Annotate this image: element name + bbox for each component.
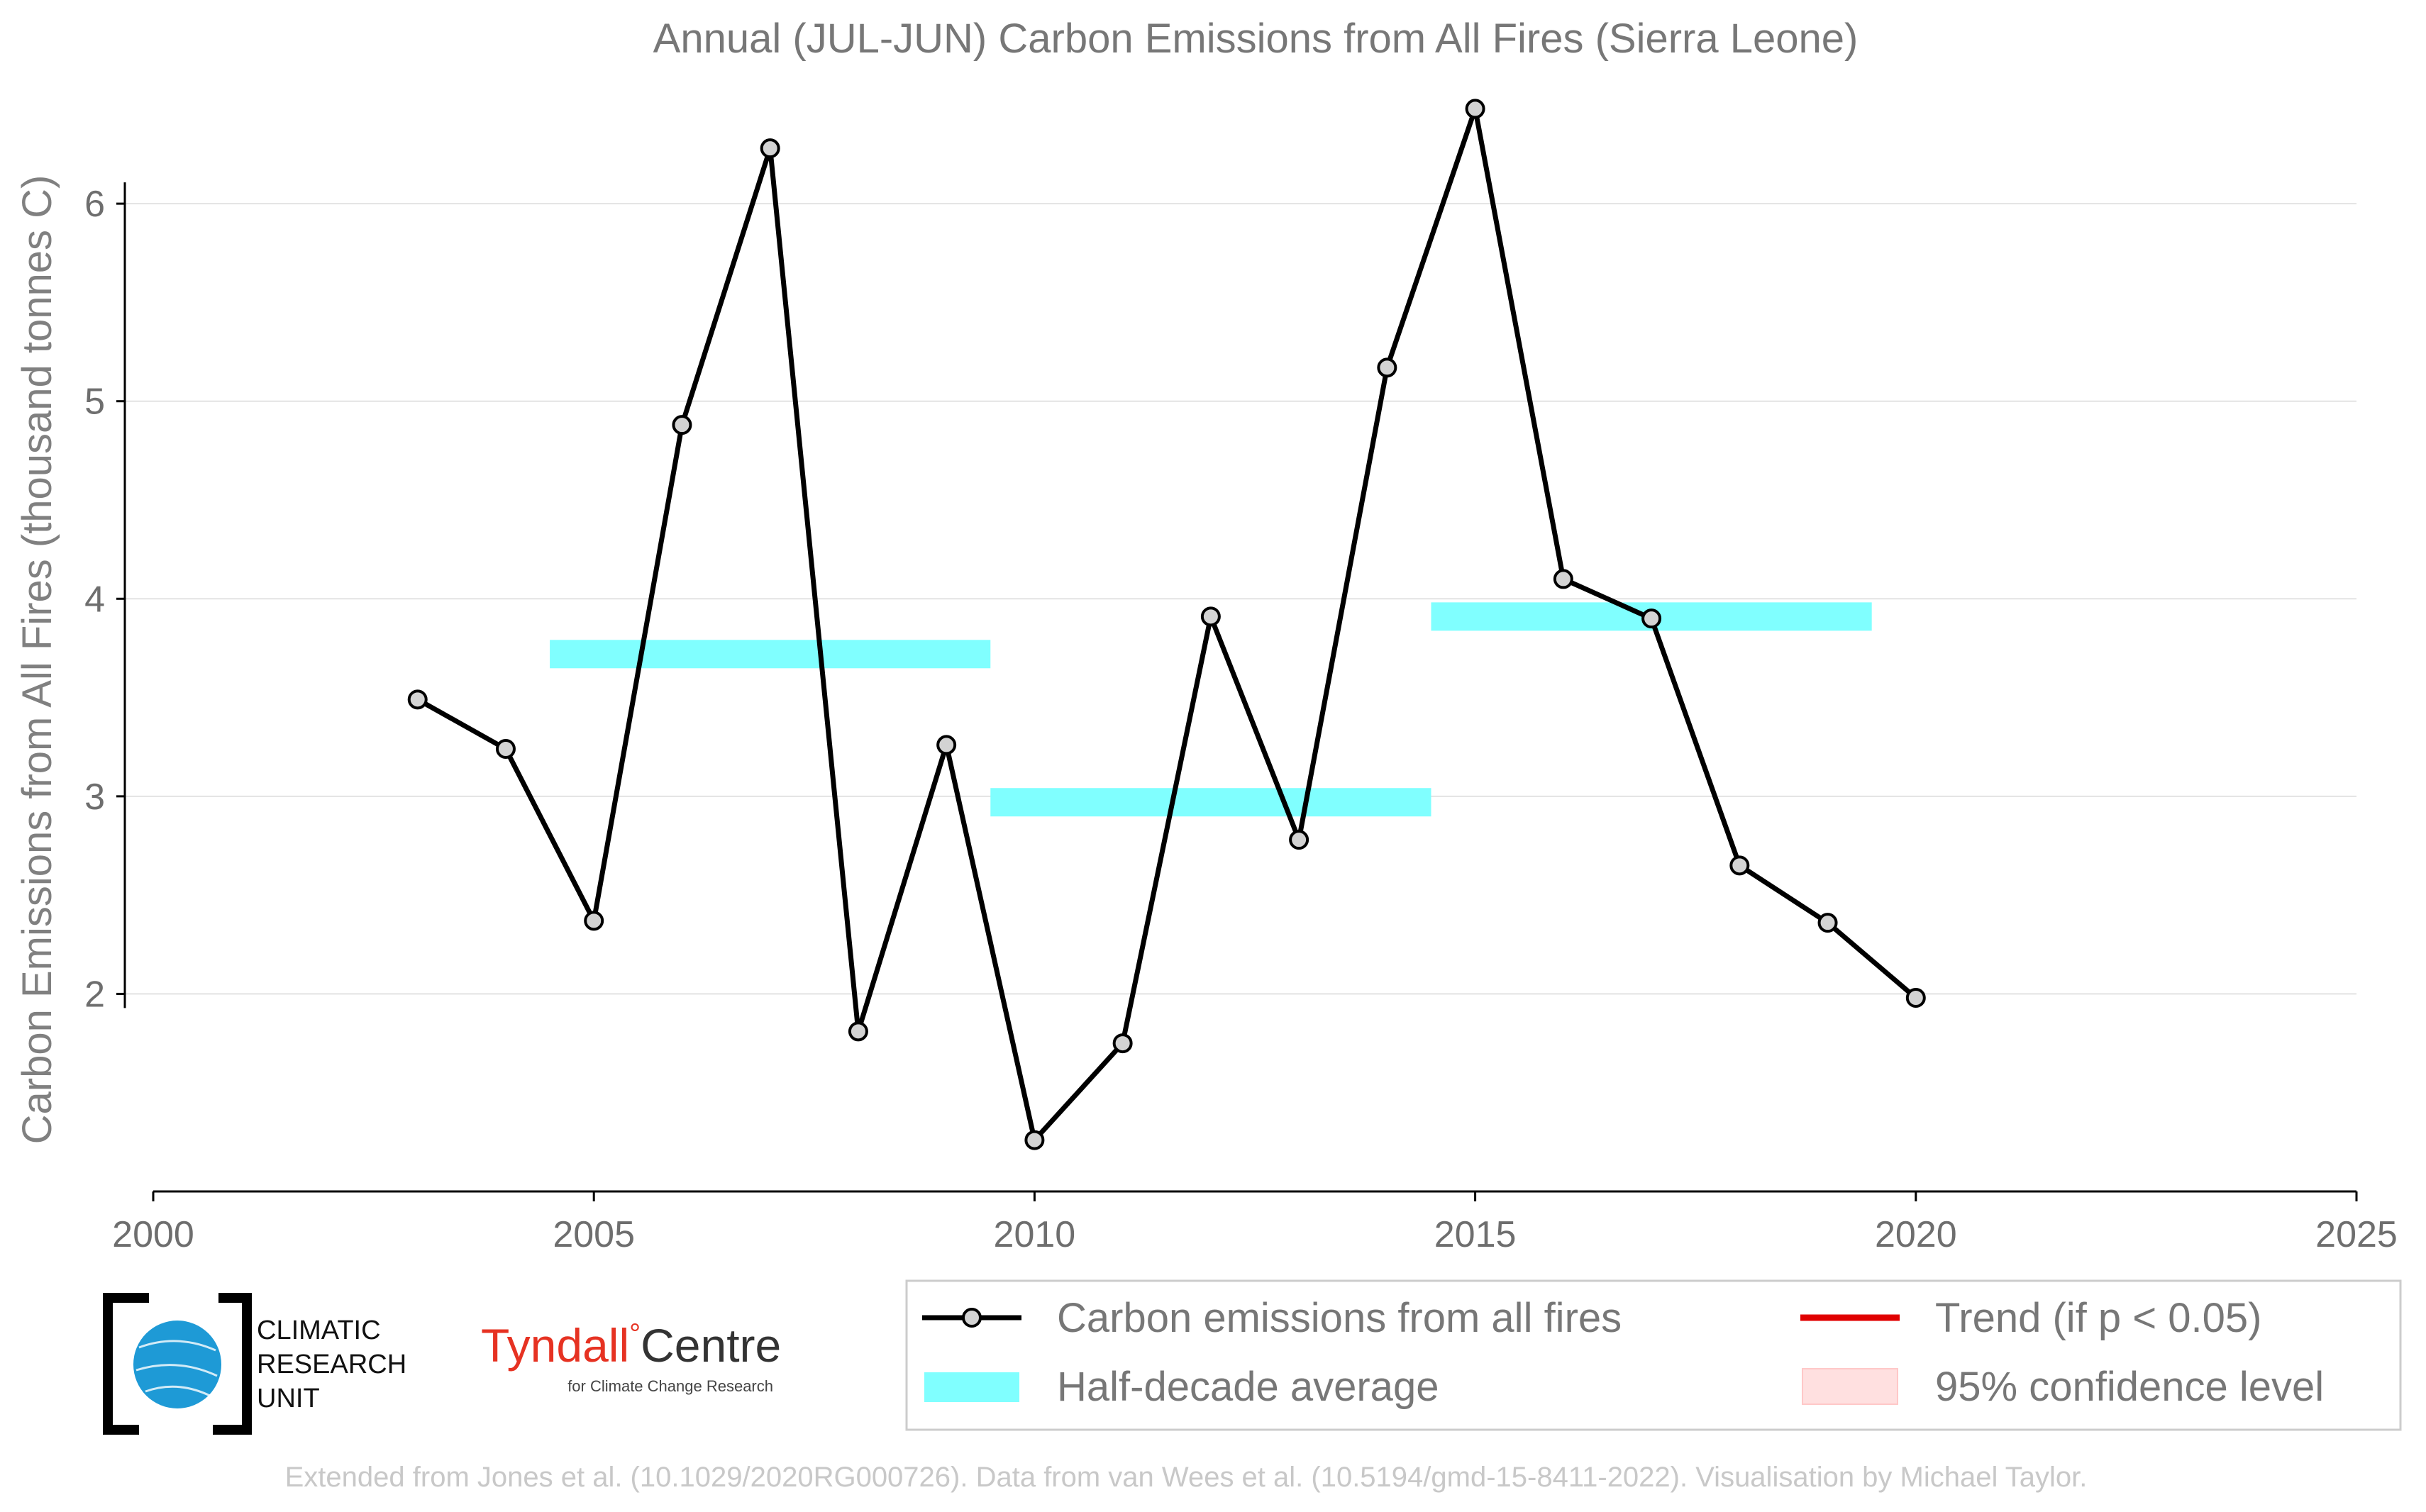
tyndall-logo: Tyndall°Centre for Climate Change Resear… [481,1318,781,1395]
y-axis-ticks: 2 3 4 5 6 [84,184,125,1015]
x-tick-label: 2005 [553,1214,635,1255]
globe-icon [133,1321,221,1408]
data-point [1905,988,1926,1008]
y-tick-label: 5 [84,382,105,423]
y-tick-label: 6 [84,184,105,225]
emissions-series [407,99,1926,1150]
data-point [1465,99,1485,119]
data-point [848,1021,868,1042]
data-point [672,415,692,435]
legend-swatch-half-decade [924,1372,1019,1402]
cru-logo-bracket-left [103,1293,149,1435]
half-decade-average-bands [550,602,1872,817]
data-point [1641,608,1662,629]
legend-swatch-confidence [1802,1368,1898,1405]
data-point [1289,830,1309,850]
data-point [495,739,516,759]
y-axis-label: Carbon Emissions from All Fires (thousan… [14,175,60,1145]
cru-logo-bracket-right [213,1293,252,1435]
data-point [1553,569,1573,589]
legend-label-trend: Trend (if p < 0.05) [1935,1295,2261,1341]
data-point [407,689,428,710]
x-tick-label: 2025 [2315,1214,2398,1255]
x-tick-label: 2015 [1434,1214,1517,1255]
data-point [1377,357,1397,378]
legend-label-emissions: Carbon emissions from all fires [1057,1295,1622,1341]
tyndall-logo-subtitle: for Climate Change Research [567,1377,773,1395]
x-axis-ticks: 2000 2005 2010 2015 2020 2025 [112,1191,2398,1255]
cru-logo: CLIMATIC RESEARCH UNIT [103,1293,406,1435]
data-point [1729,855,1750,876]
y-tick-label: 4 [84,579,105,620]
data-point [1024,1130,1045,1150]
data-point [1817,913,1838,933]
legend-frame [905,1279,2402,1431]
x-tick-label: 2010 [994,1214,1076,1255]
half-decade-band [990,788,1431,817]
gridlines [125,203,2356,995]
credit-line: Extended from Jones et al. (10.1029/2020… [285,1462,2088,1493]
data-point [1200,606,1221,627]
legend-label-confidence: 95% confidence level [1935,1364,2324,1410]
chart-title: Annual (JUL-JUN) Carbon Emissions from A… [653,16,1859,62]
series-line [416,106,1918,1143]
axes [123,182,2356,1193]
x-tick-label: 2000 [112,1214,194,1255]
data-point [1112,1033,1133,1054]
cru-logo-line2: RESEARCH [257,1350,406,1379]
y-tick-label: 3 [84,777,105,818]
cru-logo-line3: UNIT [257,1384,320,1413]
data-point [936,735,957,755]
x-tick-label: 2020 [1875,1214,1957,1255]
tyndall-logo-text: Tyndall°Centre [481,1318,781,1372]
half-decade-band [550,640,991,669]
legend: Carbon emissions from all fires Half-dec… [905,1279,2402,1431]
data-point [760,138,780,159]
legend-label-half-decade: Half-decade average [1057,1364,1439,1410]
y-tick-label: 2 [84,974,105,1015]
cru-logo-line1: CLIMATIC [257,1316,381,1345]
data-point [584,911,604,931]
legend-swatch-emissions-marker [962,1308,982,1328]
